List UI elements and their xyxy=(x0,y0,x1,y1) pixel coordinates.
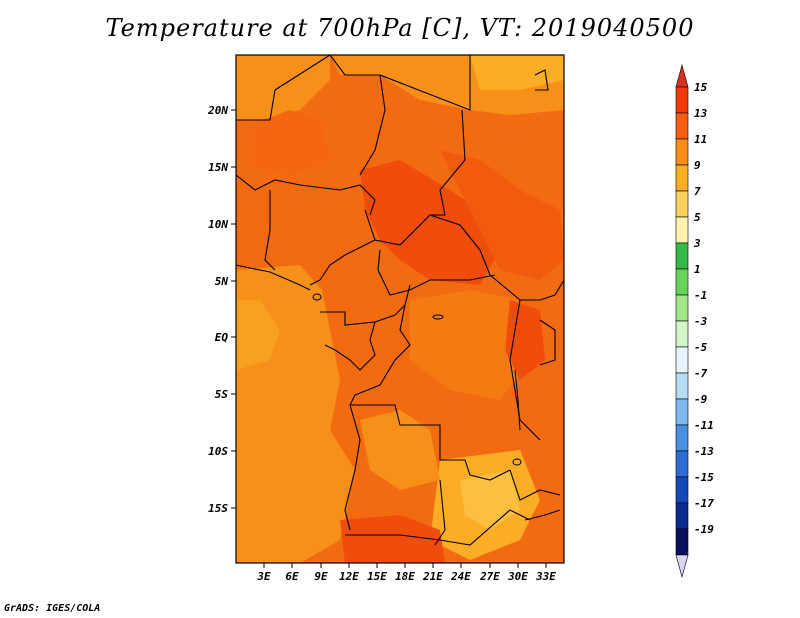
colorbar-label: -15 xyxy=(694,471,714,484)
colorbar-top-arrow xyxy=(675,63,689,88)
colorbar-swatch xyxy=(675,502,689,530)
colorbar-label: -9 xyxy=(694,393,708,406)
colorbar-label: 1 xyxy=(694,263,701,276)
colorbar: 15 13 11 9 7 5 3 1 -1 -3 -5 -7 -9 -11 -13 -15 -17 -19 xyxy=(675,63,714,579)
lakes xyxy=(312,293,522,466)
colorbar-swatch xyxy=(675,372,689,400)
temperature-field xyxy=(236,55,564,563)
country-borders xyxy=(235,54,565,546)
colorbar-swatch xyxy=(675,424,689,452)
colorbar-label: 9 xyxy=(694,159,701,172)
colorbar-swatch xyxy=(675,476,689,504)
lon-tick-label: 15E xyxy=(367,570,387,583)
lat-tick-label: 15S xyxy=(208,502,228,515)
colorbar-label: -11 xyxy=(694,419,714,432)
lon-axis: 3E 6E 9E 12E 15E 18E 21E 24E 27E 30E 33E xyxy=(256,563,556,583)
colorbar-swatch xyxy=(675,242,689,270)
colorbar-label: 13 xyxy=(694,107,708,120)
lon-tick-label: 33E xyxy=(535,570,556,583)
colorbar-label: -1 xyxy=(694,289,707,302)
colorbar-label: -3 xyxy=(694,315,708,328)
colorbar-swatch xyxy=(675,190,689,218)
lon-tick-label: 27E xyxy=(479,570,500,583)
colorbar-label: -13 xyxy=(694,445,714,458)
lon-tick-label: 18E xyxy=(395,570,415,583)
colorbar-swatch xyxy=(675,268,689,296)
lon-tick-label: 21E xyxy=(422,570,443,583)
colorbar-bottom-arrow xyxy=(675,554,689,579)
lat-tick-label: 5N xyxy=(215,275,229,288)
colorbar-label: -17 xyxy=(694,497,714,510)
colorbar-label: 3 xyxy=(693,237,701,250)
colorbar-swatch xyxy=(675,86,689,114)
lat-tick-label: 10N xyxy=(208,218,228,231)
colorbar-label: -19 xyxy=(694,523,714,536)
colorbar-swatch xyxy=(675,346,689,374)
lat-tick-label: EQ xyxy=(215,331,229,344)
map-title: Temperature at 700hPa [C], VT: 201904050… xyxy=(105,14,695,42)
lat-tick-label: 15N xyxy=(208,161,228,174)
lat-axis: 20N 15N 10N 5N EQ 5S 10S 15S xyxy=(207,104,236,515)
lat-tick-label: 10S xyxy=(208,445,228,458)
colorbar-label: 15 xyxy=(694,81,708,94)
lon-tick-label: 12E xyxy=(339,570,359,583)
lat-tick-label: 5S xyxy=(215,388,229,401)
colorbar-swatch xyxy=(675,216,689,244)
colorbar-swatch xyxy=(675,138,689,166)
colorbar-swatch xyxy=(675,528,689,556)
footer-credit: GrADS: IGES/COLA xyxy=(4,603,101,614)
colorbar-swatch xyxy=(675,164,689,192)
lon-tick-label: 9E xyxy=(314,570,328,583)
colorbar-label: 5 xyxy=(694,211,701,224)
colorbar-swatch xyxy=(675,398,689,426)
colorbar-label: -7 xyxy=(694,367,708,380)
colorbar-swatch xyxy=(675,294,689,322)
colorbar-swatch xyxy=(675,320,689,348)
lon-tick-label: 3E xyxy=(256,570,271,583)
lon-tick-label: 24E xyxy=(450,570,471,583)
colorbar-swatch xyxy=(675,112,689,140)
colorbar-label: 11 xyxy=(694,133,707,146)
colorbar-swatch xyxy=(675,450,689,478)
colorbar-label: 7 xyxy=(694,185,701,198)
lat-tick-label: 20N xyxy=(207,104,228,117)
lon-tick-label: 30E xyxy=(507,570,528,583)
colorbar-label: -5 xyxy=(694,341,708,354)
map-frame xyxy=(235,54,565,564)
lon-tick-label: 6E xyxy=(285,570,299,583)
